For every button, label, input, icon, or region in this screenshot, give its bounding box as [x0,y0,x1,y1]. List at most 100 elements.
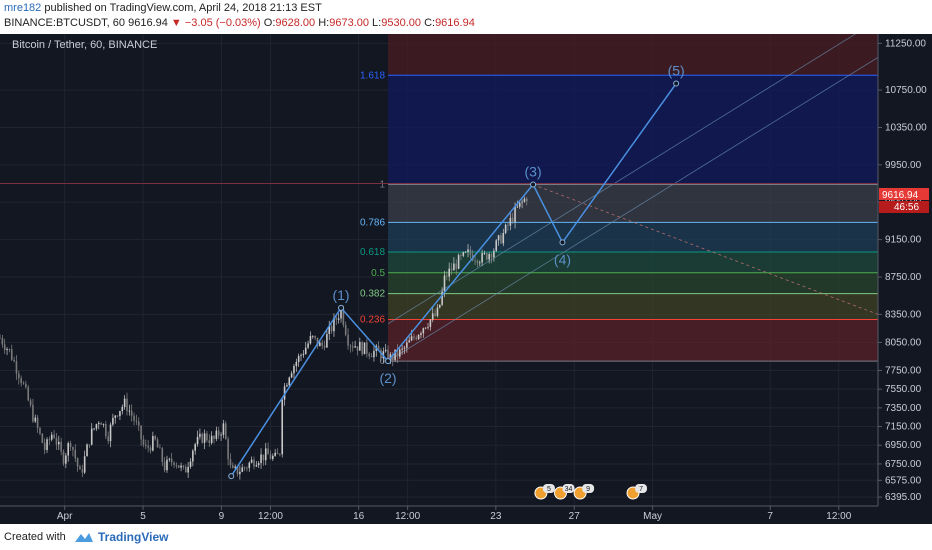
candle-body [436,307,439,316]
candle-body [236,466,239,475]
candle-body [514,206,516,223]
x-axis-tick-label: 16 [353,511,365,522]
symbol-label: BINANCE:BTCUSDT, 60 [4,17,126,29]
candle-body [135,420,138,422]
candle-body [121,406,124,411]
candle-body [295,362,298,367]
candle-body [3,344,6,351]
candle-body [50,434,53,440]
candle-body [415,337,418,340]
candle-body [187,466,189,473]
x-axis-tick-label: 7 [767,511,773,522]
x-axis-tick-label: 12:00 [258,511,283,522]
candle-body [90,428,93,445]
open-label: O: [263,17,276,29]
candle-body [448,268,450,277]
candle-body [145,444,147,446]
candle-body [102,423,105,425]
candle-body [429,319,432,327]
chart-area[interactable]: 0 0.236 0.382 0.5 0.618 0.786 1 1.618 (1) (2) (3) (… [0,34,932,524]
candle-body [43,442,46,450]
close-value: 9616.94 [435,17,475,29]
candle-body [20,378,22,383]
candle-body [255,465,258,467]
y-axis-tick-label: 7350.00 [885,403,922,414]
candle-body [137,421,140,426]
y-axis-tick-label: 7750.00 [885,365,922,376]
candle-body [455,263,458,269]
candle-body [192,450,194,462]
candle-body [326,334,328,348]
tradingview-brand[interactable]: TradingView [98,530,169,544]
wave-point [559,239,566,246]
candle-body [177,465,180,468]
wave-point [228,473,235,480]
candle-body [337,318,340,320]
y-axis-tick-label: 6750.00 [885,459,922,470]
candle-body [1,337,4,345]
candle-body [302,354,305,356]
candle-body [370,356,373,358]
candle-body [60,441,62,452]
candle-body [399,349,401,357]
candle-body [239,471,241,475]
author-link[interactable]: mre182 [4,2,42,14]
candle-body [406,342,408,348]
candle-body [403,347,406,349]
candle-body [126,398,128,412]
last-price-badge-label: 9616.94 [882,190,919,201]
candle-body [431,313,434,320]
candle-body [427,326,429,328]
candle-body [434,313,436,316]
candle-body [215,430,218,439]
candle-body [232,465,234,468]
candle-body [65,455,67,464]
candle-body [8,349,11,350]
candle-body [267,448,269,455]
candle-body [408,340,411,343]
candle-body [180,465,182,468]
candle-body [523,198,526,202]
candle-body [147,445,149,448]
x-axis-tick-label: 23 [490,511,502,522]
candle-body [241,467,244,472]
y-axis-bg [878,34,932,524]
candle-body [69,443,72,448]
candle-body [359,341,361,351]
last-price-badge [879,187,929,200]
candle-body [483,252,486,254]
publish-line: mre182 published on TradingView.com, Apr… [4,2,322,14]
candle-body [55,438,58,445]
y-axis-tick-label: 7550.00 [885,384,922,395]
close-label: C: [424,17,436,29]
candle-body [156,439,159,448]
published-text: published on TradingView.com, April 24, … [44,2,322,14]
candle-body [175,464,178,466]
candle-body [119,410,121,417]
price-chart[interactable]: 0 0.236 0.382 0.5 0.618 0.786 1 1.618 (1) (2) (3) (… [0,34,932,524]
y-axis-tick-label: 8750.00 [885,272,922,283]
candle-body [79,466,81,470]
candle-body [316,337,319,347]
y-axis-tick-label: 8350.00 [885,309,922,320]
y-axis-tick-label: 6575.00 [885,475,922,486]
fib-zone [388,222,878,252]
candle-body [290,373,293,378]
candle-body [342,308,345,325]
candle-body [490,254,493,258]
candle-body [72,447,74,450]
wave-label: (1) [332,287,349,303]
candle-body [10,349,13,360]
candle-body [97,422,100,425]
candle-body [88,444,91,446]
candle-body [272,455,274,459]
candle-body [526,198,528,202]
candle-body [229,459,232,466]
candle-body [394,349,396,361]
candle-body [377,345,380,350]
trend-line-dashed [532,184,879,315]
candle-body [281,399,284,455]
candle-body [413,336,415,338]
candle-body [163,461,166,471]
ohlc-line: BINANCE:BTCUSDT, 60 9616.94 ▼ −3.05 (−0.… [4,17,475,29]
